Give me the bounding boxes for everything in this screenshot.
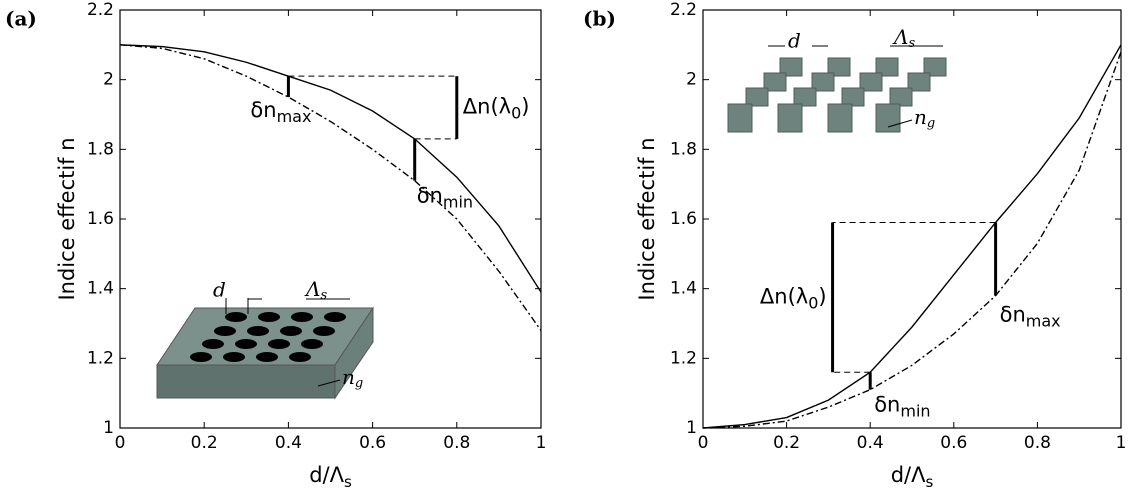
- x-tick-label: 0.8: [1024, 433, 1051, 453]
- x-axis-label-main: d/Λ: [891, 463, 926, 487]
- y-tick-label: 2.2: [670, 0, 697, 20]
- inset-n: ng: [342, 365, 363, 391]
- y-tick-label: 1: [103, 418, 114, 438]
- delta-label: δnmax: [250, 98, 311, 126]
- delta-label-sub: min: [443, 192, 473, 211]
- y-tick-label: 1.8: [670, 139, 697, 159]
- x-tick-label: 0.4: [275, 433, 302, 453]
- inset-slab: [156, 298, 374, 400]
- delta-label-main: δn: [874, 393, 900, 417]
- panel-label: (a): [5, 7, 37, 31]
- delta-label-after: ): [521, 95, 529, 119]
- inset-d: d: [788, 29, 801, 53]
- inset-d: d: [213, 278, 226, 302]
- y-tick-label: 1.6: [670, 209, 697, 229]
- series-line: [119, 44, 542, 293]
- x-tick-label: 1: [1116, 433, 1127, 453]
- x-tick-label: 0.4: [857, 433, 884, 453]
- y-tick-label: 1: [686, 418, 697, 438]
- y-tick-label: 2: [686, 70, 697, 90]
- delta-label: Δn(λ0): [463, 95, 530, 123]
- delta-label-main: δn: [250, 98, 276, 122]
- panel-label: (b): [583, 7, 616, 31]
- delta-label-sub: min: [900, 401, 930, 420]
- x-tick-label: 0.6: [359, 433, 386, 453]
- x-tick-label: 0.6: [940, 433, 967, 453]
- x-tick-label: 0: [115, 433, 126, 453]
- x-tick-label: 0: [698, 433, 709, 453]
- y-tick-label: 2.2: [87, 0, 114, 20]
- delta-label: δnmin: [874, 393, 930, 421]
- delta-label: δnmin: [417, 184, 473, 212]
- delta-label-sub: 0: [511, 103, 521, 122]
- inset-n-main: n: [342, 365, 355, 389]
- inset-lambda-main: Λ: [892, 25, 908, 49]
- y-axis-label: Indice effectif n: [635, 137, 659, 300]
- y-tick-label: 1.6: [87, 209, 114, 229]
- delta-label-main: Δn(λ: [463, 95, 511, 119]
- y-axis-label: Indice effectif n: [55, 137, 79, 300]
- inset-n: ng: [914, 105, 935, 131]
- inset-lambda: Λs: [892, 25, 915, 51]
- inset-n-sub: g: [355, 376, 363, 391]
- x-tick-label: 0.8: [443, 433, 470, 453]
- series-line: [702, 51, 1122, 429]
- y-tick-label: 1.2: [87, 348, 114, 368]
- y-tick-label: 1.4: [670, 279, 697, 299]
- delta-label-after: ): [818, 284, 826, 308]
- delta-label: δnmax: [1000, 303, 1061, 331]
- y-tick-label: 1.2: [670, 348, 697, 368]
- x-axis-label-sub: s: [344, 473, 352, 491]
- y-tick-label: 1.8: [87, 139, 114, 159]
- x-tick-label: 0.2: [191, 433, 218, 453]
- x-axis-label: d/Λs: [309, 463, 352, 491]
- inset-n-main: n: [914, 105, 927, 129]
- x-axis-label: d/Λs: [891, 463, 934, 491]
- series-line: [119, 44, 542, 331]
- y-tick-label: 1.4: [87, 279, 114, 299]
- x-axis-label-sub: s: [925, 473, 933, 491]
- series-line: [702, 44, 1122, 429]
- inset-labels: d Λs ng d Λs ng: [213, 25, 935, 391]
- inset-lambda-sub: s: [320, 288, 327, 303]
- inset-lambda: Λs: [304, 277, 327, 303]
- inset-lambda-sub: s: [908, 36, 915, 51]
- x-tick-label: 1: [536, 433, 547, 453]
- delta-label: Δn(λ0): [760, 284, 827, 312]
- inset-lambda-main: Λ: [304, 277, 320, 301]
- panel: (a)0 0.2 0.4 0.6 0.8 111.21.41.61.822.2d/ΛsIn…: [5, 0, 546, 491]
- delta-label-sub: max: [277, 107, 312, 126]
- inset-n-sub: g: [927, 116, 935, 131]
- delta-label-main: δn: [1000, 303, 1026, 327]
- delta-label-main: Δn(λ: [760, 284, 808, 308]
- y-tick-label: 2: [103, 70, 114, 90]
- delta-label-sub: max: [1026, 311, 1061, 330]
- panel: (b)0 0.2 0.4 0.6 0.8 111.21.41.61.822.2d/ΛsIn…: [583, 0, 1126, 491]
- x-axis-label-main: d/Λ: [309, 463, 344, 487]
- inset-cubes: [727, 45, 947, 133]
- delta-label-sub: 0: [808, 293, 818, 312]
- delta-label-main: δn: [417, 184, 443, 208]
- x-tick-label: 0.2: [773, 433, 800, 453]
